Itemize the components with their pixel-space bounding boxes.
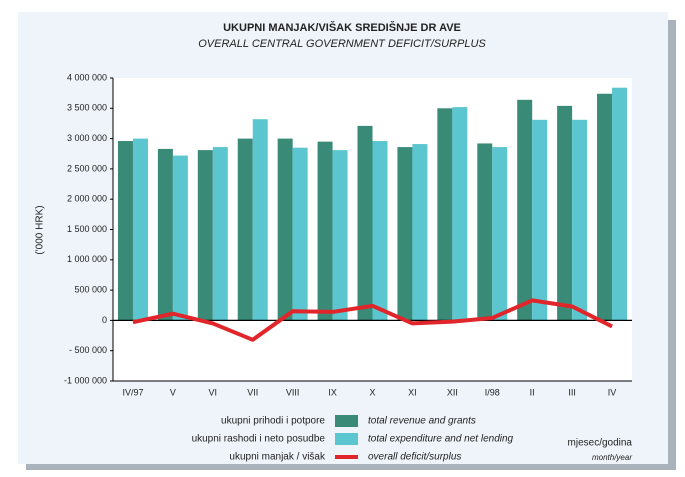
- bar: [197, 150, 213, 321]
- line: [132, 298, 613, 342]
- x-tick-label: VIII: [286, 387, 300, 397]
- bar: [157, 148, 173, 321]
- bar: [317, 141, 333, 321]
- legend-label: total revenue and grants: [368, 416, 476, 427]
- bar: [557, 105, 573, 321]
- x-tick-label: VII: [247, 387, 258, 397]
- bar: [237, 138, 253, 321]
- bar: [212, 147, 228, 321]
- x-tick-label: IV: [608, 387, 617, 397]
- y-tick-label: 3 500 000: [67, 103, 107, 113]
- bar: [612, 87, 628, 321]
- bar: [277, 138, 293, 321]
- x-tick-label: X: [369, 387, 375, 397]
- legend-swatch: [335, 433, 358, 445]
- bar: [532, 119, 548, 321]
- y-tick-label: -1 000 000: [64, 375, 107, 385]
- x-tick-label: III: [568, 387, 576, 397]
- bar: [332, 150, 348, 321]
- x-tick-label: IX: [328, 387, 337, 397]
- bar: [172, 155, 188, 321]
- x-axis-label-en: month/year: [592, 453, 632, 462]
- bar: [357, 125, 373, 321]
- y-tick-label: 3 000 000: [67, 133, 107, 143]
- chart-title: UKUPNI MANJAK/VIŠAK SREDIŠNJE DR AVE: [223, 21, 461, 34]
- legend-label-hr: ukupni rashodi i neto posudbe: [192, 434, 326, 445]
- legend-label-hr: ukupni manjak / višak: [229, 452, 326, 463]
- x-tick-label: V: [170, 387, 176, 397]
- chart-subtitle: OVERALL CENTRAL GOVERNMENT DEFICIT/SURPL…: [198, 38, 486, 50]
- y-axis-label: ('000 HRK): [35, 205, 46, 254]
- bar: [572, 119, 588, 321]
- y-tick-label: 2 500 000: [67, 163, 107, 173]
- x-axis-label: mjesec/godina: [568, 438, 633, 449]
- bar: [412, 144, 428, 321]
- y-tick-label: 500 000: [74, 284, 107, 294]
- bar: [517, 99, 533, 321]
- x-tick-label: II: [530, 387, 535, 397]
- bar: [397, 147, 413, 321]
- bar: [477, 143, 493, 321]
- bar: [492, 147, 508, 321]
- legend-label-hr: ukupni prihodi i potpore: [221, 416, 325, 427]
- legend-swatch: [335, 415, 358, 427]
- x-tick-label: I/98: [485, 387, 500, 397]
- y-tick-label: 0: [102, 315, 107, 325]
- bar: [252, 119, 268, 321]
- bar: [132, 138, 148, 321]
- legend-label: total expenditure and net lending: [368, 434, 514, 445]
- x-tick-label: XI: [408, 387, 417, 397]
- y-tick-label: 2 000 000: [67, 194, 107, 204]
- bar: [292, 147, 308, 321]
- x-tick-label: VI: [209, 387, 218, 397]
- x-tick-label: XII: [447, 387, 458, 397]
- bar: [597, 93, 613, 321]
- x-tick-label: IV/97: [122, 387, 143, 397]
- bar: [117, 141, 133, 321]
- y-tick-label: 1 500 000: [67, 224, 107, 234]
- bar: [437, 108, 453, 321]
- y-tick-label: 4 000 000: [67, 72, 107, 82]
- bar: [372, 141, 388, 321]
- bar: [452, 107, 468, 321]
- legend-label: overall deficit/surplus: [368, 452, 461, 463]
- y-tick-label: 1 000 000: [67, 254, 107, 264]
- y-tick-label: - 500 000: [69, 345, 107, 355]
